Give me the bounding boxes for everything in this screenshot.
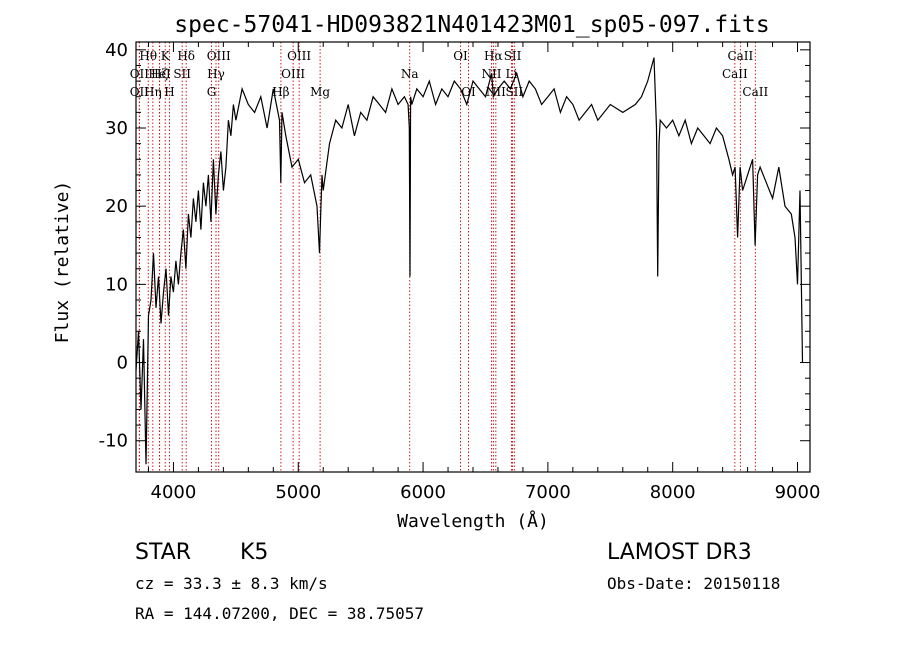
x-tick-label: 5000 bbox=[275, 482, 321, 503]
line-marker-label: Na bbox=[401, 67, 419, 81]
x-axis-ticks: 4000 5000 6000 7000 8000 9000 bbox=[147, 42, 821, 503]
y-tick-label: 20 bbox=[105, 196, 128, 217]
line-marker-label: Hθ bbox=[139, 49, 157, 63]
object-class: STAR bbox=[135, 540, 192, 565]
x-tick-label: 4000 bbox=[151, 482, 197, 503]
line-marker-label: Hδ bbox=[177, 49, 195, 63]
x-tick-label: 9000 bbox=[775, 482, 821, 503]
y-axis-label: Flux (relative) bbox=[52, 181, 73, 344]
plot-frame bbox=[135, 41, 811, 473]
observation-date: Obs-Date: 20150118 bbox=[607, 574, 781, 593]
object-subclass: K5 bbox=[240, 540, 269, 565]
line-marker-label: OI bbox=[461, 85, 476, 99]
line-marker-label: CaII bbox=[727, 49, 753, 63]
line-marker-label: Li bbox=[506, 67, 518, 81]
line-marker-label: OIII bbox=[287, 49, 311, 63]
x-tick-label: 8000 bbox=[650, 482, 696, 503]
line-marker-label: HeI bbox=[148, 67, 171, 81]
spectrum-line bbox=[135, 57, 804, 465]
y-axis-ticks: -10 0 10 20 30 40 bbox=[99, 40, 810, 452]
line-marker-label: H bbox=[164, 85, 174, 99]
chart-title: spec-57041-HD093821N401423M01_sp05-097.f… bbox=[174, 12, 769, 38]
x-tick-label: 6000 bbox=[400, 482, 446, 503]
spectrum-chart: spec-57041-HD093821N401423M01_sp05-097.f… bbox=[52, 12, 821, 532]
line-marker-label: OIII bbox=[281, 67, 305, 81]
line-marker-label: Hα bbox=[484, 49, 503, 63]
line-marker-layer bbox=[138, 42, 756, 472]
y-tick-label: 40 bbox=[105, 40, 128, 61]
line-marker-label: CaII bbox=[722, 67, 748, 81]
line-marker-label: K bbox=[161, 49, 171, 63]
y-tick-label: -10 bbox=[99, 431, 128, 452]
line-marker-label: SII bbox=[504, 49, 522, 63]
line-marker-label: OII bbox=[130, 85, 150, 99]
line-marker-label: Hγ bbox=[207, 67, 225, 81]
coordinates-readout: RA = 144.07200, DEC = 38.75057 bbox=[135, 604, 424, 623]
line-marker-label: Hη bbox=[144, 85, 162, 99]
line-marker-label: CaII bbox=[742, 85, 768, 99]
survey-name: LAMOST DR3 bbox=[607, 540, 752, 565]
x-axis-label: Wavelength (Å) bbox=[397, 510, 549, 532]
line-marker-label: Mg bbox=[310, 85, 330, 99]
line-marker-label: Hβ bbox=[272, 85, 289, 99]
x-tick-label: 7000 bbox=[525, 482, 571, 503]
line-marker-label: Hζ bbox=[151, 67, 168, 81]
y-tick-label: 30 bbox=[105, 118, 128, 139]
redshift-readout: cz = 33.3 ± 8.3 km/s bbox=[135, 574, 328, 593]
line-marker-label: OII bbox=[130, 67, 150, 81]
line-marker-label: SII bbox=[173, 67, 191, 81]
y-tick-label: 0 bbox=[117, 353, 128, 374]
y-tick-label: 10 bbox=[105, 274, 128, 295]
line-marker-label: OI bbox=[453, 49, 468, 63]
line-marker-label: G bbox=[207, 85, 217, 99]
line-marker-label: OIII bbox=[207, 49, 231, 63]
